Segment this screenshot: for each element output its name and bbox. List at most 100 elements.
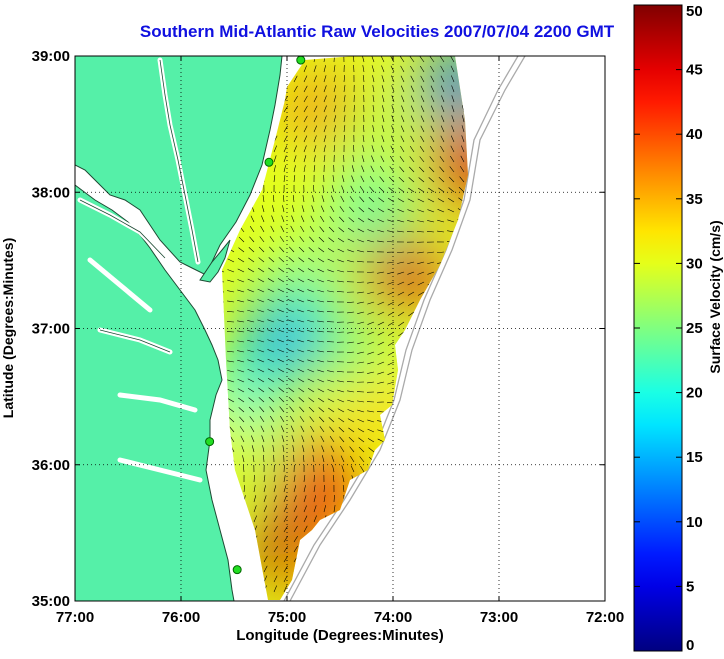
velocity-arrow (283, 535, 289, 543)
velocity-arrow (283, 165, 286, 173)
velocity-arrow (327, 269, 335, 273)
colorbar-tick-label: 0 (686, 637, 694, 654)
velocity-arrow (237, 268, 245, 273)
y-tick-label: 37:00 (32, 321, 70, 338)
velocity-arrow (292, 445, 295, 453)
velocity-arrow (277, 339, 285, 343)
velocity-arrow (329, 426, 335, 433)
velocity-arrow (323, 75, 327, 83)
velocity-arrow (237, 300, 245, 303)
velocity-arrow (417, 251, 425, 254)
velocity-arrow (371, 155, 375, 163)
x-tick-label: 72:00 (586, 609, 624, 626)
velocity-arrow (410, 85, 415, 93)
velocity-arrow (300, 225, 305, 233)
velocity-arrow (398, 331, 405, 337)
velocity-arrow (361, 165, 365, 173)
velocity-arrow (460, 155, 465, 163)
velocity-arrow (328, 407, 335, 413)
velocity-arrow (447, 197, 455, 203)
velocity-arrow (367, 271, 375, 273)
velocity-arrow (357, 341, 365, 345)
velocity-arrow (401, 105, 405, 113)
velocity-arrow (279, 406, 285, 413)
y-axis: 39:00 38:00 37:00 36:00 35:00 (32, 48, 605, 610)
velocity-arrow (323, 484, 325, 493)
x-axis-label: Longitude (Degrees:Minutes) (236, 627, 444, 644)
velocity-arrow (287, 319, 295, 323)
velocity-arrow (303, 475, 306, 483)
velocity-arrow (327, 290, 335, 293)
velocity-arrow (401, 115, 405, 123)
velocity-arrow (391, 75, 395, 83)
velocity-arrow (427, 251, 435, 254)
velocity-arrow (377, 281, 385, 285)
velocity-arrow (398, 176, 405, 183)
velocity-arrow (407, 251, 415, 254)
velocity-arrow (407, 301, 415, 307)
velocity-arrow (362, 145, 365, 153)
velocity-arrow (332, 175, 335, 183)
velocity-arrow (307, 349, 315, 353)
velocity-arrow (303, 495, 307, 503)
velocity-arrow (447, 208, 455, 213)
velocity-arrow (337, 399, 345, 403)
velocity-arrow (321, 445, 325, 453)
velocity-arrow (298, 246, 305, 253)
velocity-arrow (438, 176, 445, 183)
velocity-arrow (248, 406, 255, 413)
velocity-arrow (367, 428, 375, 433)
velocity-arrow (328, 237, 335, 243)
velocity-arrow (409, 166, 415, 173)
velocity-arrow (267, 278, 275, 283)
velocity-arrow (372, 95, 375, 103)
velocity-arrow (347, 311, 355, 314)
velocity-arrow (247, 268, 255, 273)
velocity-arrow (377, 301, 385, 306)
velocity-arrow (329, 436, 335, 443)
velocity-arrow (292, 205, 295, 213)
velocity-arrow (330, 205, 335, 213)
velocity-arrow (293, 135, 298, 143)
velocity-arrow (273, 585, 278, 593)
velocity-arrow (277, 368, 285, 373)
velocity-arrow (293, 545, 298, 553)
velocity-arrow (382, 105, 385, 113)
velocity-arrow (428, 187, 435, 193)
velocity-arrow (331, 195, 335, 203)
velocity-arrow (252, 455, 255, 463)
velocity-arrow (308, 257, 315, 263)
colorbar-tick-label: 45 (686, 62, 703, 79)
velocity-arrow (283, 565, 288, 573)
velocity-arrow (347, 331, 355, 334)
velocity-arrow (350, 455, 355, 463)
velocity-arrow (253, 515, 258, 523)
velocity-arrow (338, 227, 345, 233)
velocity-arrow (248, 397, 255, 403)
velocity-arrow (387, 381, 395, 385)
velocity-arrow (291, 435, 295, 443)
velocity-arrow (343, 75, 346, 83)
velocity-arrow (429, 166, 435, 173)
velocity-arrow (263, 505, 268, 513)
velocity-arrow (250, 435, 255, 443)
velocity-arrow (261, 435, 265, 443)
velocity-arrow (263, 455, 265, 463)
velocity-arrow (283, 125, 288, 133)
velocity-arrow (327, 300, 335, 303)
velocity-arrow (227, 341, 235, 343)
velocity-arrow (239, 426, 245, 433)
velocity-arrow (327, 389, 335, 393)
colorbar-tick-label: 5 (686, 578, 694, 595)
velocity-arrow (440, 145, 445, 153)
velocity-arrow (340, 195, 345, 203)
velocity-arrow (293, 145, 297, 153)
velocity-arrow (358, 217, 365, 223)
velocity-arrow (303, 75, 308, 83)
velocity-arrow (257, 359, 265, 363)
velocity-arrow (349, 446, 355, 453)
velocity-arrow (322, 455, 325, 463)
velocity-arrow (283, 585, 288, 593)
velocity-arrow (343, 115, 346, 123)
velocity-arrow (287, 309, 295, 313)
